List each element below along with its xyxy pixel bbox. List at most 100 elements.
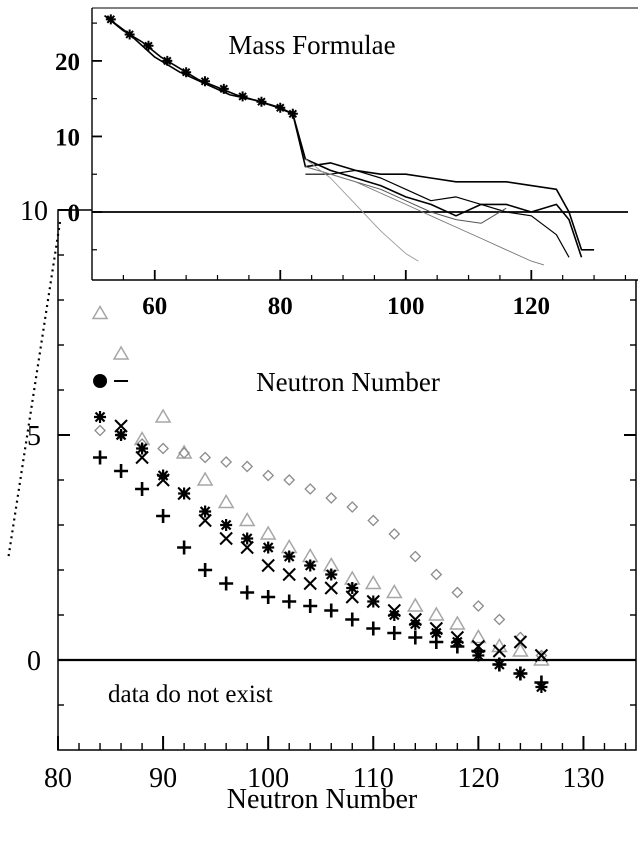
main-y-tick-label: 10: [20, 196, 48, 227]
annotation-data-not-exist: data do not exist: [108, 681, 273, 708]
main-point-plus: [366, 621, 381, 636]
inset-y-tick-label: 0: [68, 200, 81, 227]
main-point-triangle: [428, 606, 445, 621]
main-point-plus: [240, 585, 255, 600]
main-point-plus: [177, 540, 192, 555]
main-point-triangle: [512, 642, 529, 657]
main-axis-ticks: [57, 209, 636, 750]
main-point-star: [346, 582, 359, 594]
inset-star-point: [237, 91, 248, 102]
inset-star-point: [218, 83, 229, 94]
inset-x-axis-label: Neutron Number: [256, 367, 440, 397]
inset-x-tick-label: 100: [387, 293, 425, 320]
main-point-plus: [114, 464, 129, 478]
main-plot-frame: [57, 209, 637, 751]
inset-series-line: [305, 166, 545, 266]
inset-series-line: [305, 169, 570, 258]
main-point-star: [325, 568, 338, 581]
inset-star-markers: [105, 14, 298, 119]
main-point-star: [367, 595, 380, 608]
main-point-star: [220, 519, 233, 531]
inset-x-tick-label: 80: [268, 293, 293, 320]
inset-chart: 60 80 100 120 0 10 20 Mass Formulae Neutron Nu…: [55, 7, 638, 397]
main-point-star: [157, 469, 170, 482]
main-point-plus: [471, 644, 486, 658]
main-chart: 80 90 100 110 120 130 0 5 10 data do not exist N…: [20, 196, 637, 815]
inset-series-line: [104, 14, 583, 258]
main-y-tick-label: 5: [27, 421, 41, 452]
inset-tick-labels: 60 80 100 120 0 10 20: [55, 49, 550, 320]
inset-star-point: [105, 14, 116, 25]
main-point-star: [430, 627, 443, 639]
main-point-star: [304, 559, 317, 572]
main-point-plus: [93, 450, 108, 465]
main-point-diamond: [535, 649, 548, 662]
main-point-plus: [429, 635, 444, 649]
main-x-tick-label: 110: [353, 763, 394, 794]
inset-y-tick-label: 20: [55, 49, 80, 76]
main-point-star: [388, 609, 401, 621]
main-point-star: [178, 487, 191, 500]
inset-star-point: [199, 76, 210, 87]
inset-x-tick-label: 60: [142, 293, 167, 320]
main-point-x: [219, 531, 233, 546]
main-point-star: [262, 541, 275, 554]
main-point-diamond: [283, 474, 296, 486]
main-point-diamond: [493, 613, 506, 626]
main-point-star: [283, 550, 296, 563]
main-point-diamond: [157, 442, 170, 455]
main-point-x: [282, 567, 296, 582]
inset-star-point: [275, 102, 286, 113]
inset-background: [92, 8, 638, 280]
main-point-diamond: [199, 451, 212, 464]
main-point-diamond: [409, 550, 422, 563]
main-point-triangle: [470, 629, 487, 644]
main-point-diamond: [304, 483, 317, 495]
main-point-diamond: [451, 586, 464, 599]
main-point-dot: [93, 374, 108, 388]
main-data-marks: [91, 305, 550, 693]
main-point-plus: [135, 482, 150, 496]
main-point-star: [199, 505, 212, 518]
main-point-triangle: [91, 305, 109, 320]
main-point-triangle: [238, 512, 256, 527]
main-point-diamond: [325, 492, 338, 504]
main-point-plus: [324, 603, 339, 618]
main-point-star: [136, 442, 149, 455]
main-point-plus: [303, 599, 318, 613]
main-point-diamond: [388, 528, 401, 540]
main-y-tick-label: 0: [27, 646, 41, 677]
inset-series-line: [305, 158, 419, 262]
main-point-plus: [387, 626, 402, 640]
inset-star-point: [181, 67, 192, 78]
main-point-diamond: [472, 600, 485, 612]
main-point-triangle: [196, 471, 214, 486]
inset-axis-ticks: [92, 22, 627, 280]
main-point-x: [324, 581, 338, 595]
main-point-triangle: [407, 597, 424, 612]
main-point-plus: [282, 594, 297, 609]
inset-star-point: [162, 55, 173, 66]
main-point-plus: [156, 509, 171, 523]
inset-series-line: [104, 14, 595, 251]
main-point-diamond: [346, 501, 359, 513]
inset-x-tick-label: 120: [513, 293, 551, 320]
main-point-triangle: [259, 525, 277, 540]
main-point-triangle: [112, 345, 130, 360]
inset-title: Mass Formulae: [228, 30, 395, 60]
main-point-star: [409, 618, 422, 630]
main-point-x: [534, 648, 549, 663]
main-x-tick-label: 80: [44, 763, 72, 794]
inset-data-lines: [104, 14, 595, 266]
inset-star-point: [143, 40, 154, 51]
main-point-diamond: [430, 568, 443, 581]
main-point-star: [115, 429, 128, 441]
main-point-plus: [513, 666, 528, 681]
main-point-plus: [345, 612, 360, 627]
zoom-connector-line: [6, 221, 62, 561]
main-point-triangle: [449, 615, 466, 630]
main-point-diamond: [262, 469, 275, 482]
main-point-diamond: [241, 460, 254, 473]
main-x-tick-label: 120: [457, 763, 499, 794]
main-point-x: [492, 644, 507, 658]
